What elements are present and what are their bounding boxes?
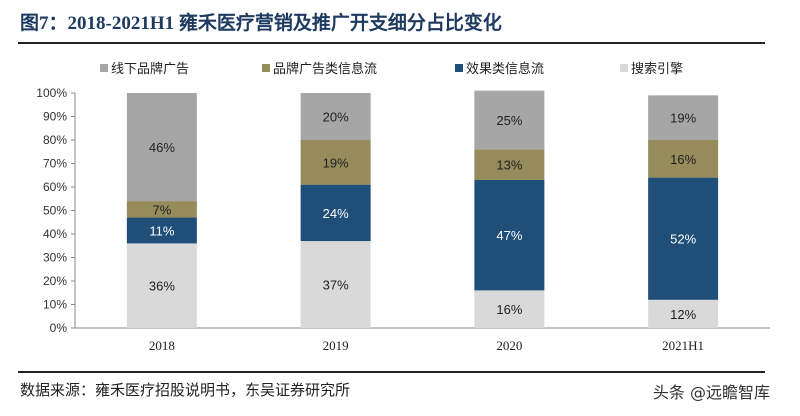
legend-swatch [100, 64, 108, 72]
data-label: 19% [670, 111, 696, 126]
y-tick-label: 0% [50, 321, 68, 335]
data-label: 19% [323, 155, 349, 170]
legend-label: 线下品牌广告 [111, 61, 189, 77]
bar-segment [300, 184, 371, 242]
y-tick-label: 100% [36, 86, 67, 100]
data-label: 12% [670, 307, 696, 322]
legend-swatch [620, 64, 628, 72]
y-tick-label: 30% [43, 251, 67, 265]
bar-segment [300, 93, 371, 140]
y-tick-label: 50% [43, 204, 67, 218]
figure-title: 图7：2018-2021H1 雍禾医疗营销及推广开支细分占比变化 [20, 13, 502, 34]
data-label: 47% [496, 228, 522, 243]
bar-segment [648, 140, 719, 178]
y-tick-label: 60% [43, 180, 67, 194]
bar-segment [126, 217, 197, 244]
x-tick-label: 2019 [323, 338, 349, 353]
data-label: 24% [323, 206, 349, 221]
bar-segment [648, 177, 719, 300]
data-label: 13% [496, 158, 522, 173]
y-tick-label: 70% [43, 157, 67, 171]
data-label: 37% [323, 278, 349, 293]
bar-segment [474, 90, 545, 150]
legend-label: 搜索引擎 [631, 62, 683, 77]
y-tick-label: 80% [43, 133, 67, 147]
legend-swatch [262, 64, 270, 72]
bar-segment [474, 179, 545, 291]
data-label: 25% [496, 113, 522, 128]
bar-segment [648, 299, 719, 328]
data-label: 16% [496, 302, 522, 317]
legend-label: 效果类信息流 [466, 61, 544, 77]
watermark: 头条 @远瞻智库 [652, 383, 770, 402]
top-rule [18, 42, 765, 44]
bar-segment [126, 93, 197, 202]
data-label: 20% [323, 110, 349, 125]
bar-segment [474, 149, 545, 180]
bar-segment [126, 243, 197, 328]
data-label: 7% [152, 202, 171, 217]
bar-segment [300, 241, 371, 328]
legend-swatch [455, 64, 463, 72]
data-label: 36% [149, 279, 175, 294]
data-label: 46% [149, 140, 175, 155]
data-label: 52% [670, 232, 696, 247]
bottom-rule [18, 371, 765, 373]
bar-segment [300, 140, 371, 185]
bar-segment [126, 201, 197, 218]
y-tick-label: 10% [43, 298, 67, 312]
legend-label: 品牌广告类信息流 [273, 61, 377, 77]
data-label: 11% [149, 223, 174, 238]
y-tick-label: 40% [43, 227, 67, 241]
data-label: 16% [670, 152, 696, 167]
x-tick-label: 2018 [149, 338, 175, 353]
y-tick-label: 90% [43, 110, 67, 124]
y-tick-label: 20% [43, 274, 67, 288]
bar-segment [474, 290, 545, 328]
x-tick-label: 2020 [496, 338, 522, 353]
bar-segment [648, 95, 719, 140]
x-tick-label: 2021H1 [662, 338, 704, 353]
source-note: 数据来源：雍禾医疗招股说明书，东吴证券研究所 [20, 381, 351, 399]
